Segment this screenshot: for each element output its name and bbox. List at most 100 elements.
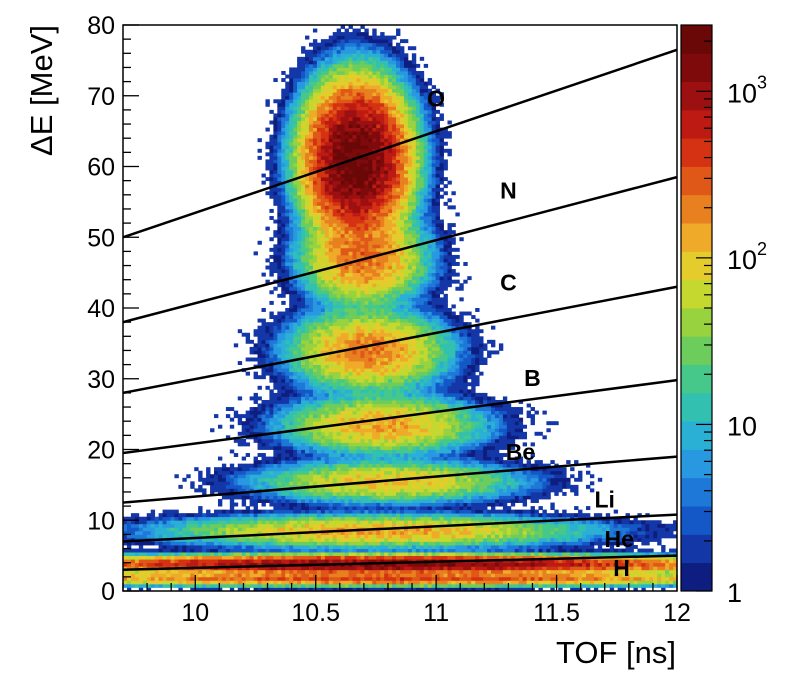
heatmap-cell xyxy=(281,545,286,549)
heatmap-cell xyxy=(194,552,199,557)
heatmap-cell xyxy=(364,467,369,472)
heatmap-cell xyxy=(281,95,286,100)
heatmap-cell xyxy=(312,350,318,355)
heatmap-cell xyxy=(174,527,179,532)
heatmap-cell xyxy=(344,442,349,447)
heatmap-cell xyxy=(340,438,345,443)
heatmap-cell xyxy=(297,67,302,72)
heatmap-cell xyxy=(364,537,369,542)
heatmap-cell xyxy=(277,506,282,511)
heatmap-cell xyxy=(277,555,282,560)
heatmap-cell xyxy=(340,368,345,373)
heatmap-cell xyxy=(138,516,144,521)
heatmap-cell xyxy=(305,460,310,465)
heatmap-cell xyxy=(312,148,318,153)
heatmap-cell xyxy=(336,361,342,365)
heatmap-cell xyxy=(320,481,326,486)
heatmap-cell xyxy=(297,516,302,521)
heatmap-cell xyxy=(316,368,322,373)
heatmap-cell xyxy=(340,583,345,588)
heatmap-cell xyxy=(352,254,357,259)
heatmap-cell xyxy=(301,477,306,482)
heatmap-cell xyxy=(206,470,211,475)
heatmap-cell xyxy=(166,559,171,564)
heatmap-cell xyxy=(277,322,282,327)
heatmap-cell xyxy=(297,226,302,231)
heatmap-cell xyxy=(336,537,342,542)
heatmap-cell xyxy=(123,520,128,525)
heatmap-cell xyxy=(312,322,318,327)
heatmap-cell xyxy=(269,467,274,472)
heatmap-cell xyxy=(297,573,302,578)
heatmap-cell xyxy=(170,534,175,539)
heatmap-cell xyxy=(277,414,282,419)
heatmap-cell xyxy=(194,527,199,532)
heatmap-cell xyxy=(328,421,334,426)
heatmap-cell xyxy=(305,389,310,394)
heatmap-cell xyxy=(281,353,286,358)
heatmap-cell xyxy=(320,102,326,107)
heatmap-cell xyxy=(344,513,349,518)
heatmap-cell xyxy=(245,573,251,578)
heatmap-cell xyxy=(344,116,349,121)
heatmap-cell xyxy=(269,389,274,394)
heatmap-cell xyxy=(162,527,167,532)
heatmap-cell xyxy=(281,99,286,104)
heatmap-cell xyxy=(261,491,266,496)
heatmap-cell xyxy=(194,580,199,585)
heatmap-cell xyxy=(281,187,286,192)
heatmap-cell xyxy=(297,555,302,560)
heatmap-cell xyxy=(178,545,183,549)
heatmap-cell xyxy=(245,587,251,592)
heatmap-cell xyxy=(332,456,338,461)
heatmap-cell xyxy=(360,109,365,114)
heatmap-cell xyxy=(316,350,322,355)
heatmap-cell xyxy=(320,116,326,121)
heatmap-cell xyxy=(301,60,306,65)
heatmap-cell xyxy=(289,499,294,503)
heatmap-cell xyxy=(150,548,156,553)
heatmap-cell xyxy=(312,442,318,447)
heatmap-cell xyxy=(190,545,195,549)
heatmap-cell xyxy=(360,555,365,560)
heatmap-cell xyxy=(320,325,326,330)
heatmap-cell xyxy=(364,353,369,358)
heatmap-cell xyxy=(324,300,330,305)
heatmap-cell xyxy=(293,113,298,118)
heatmap-cell xyxy=(324,120,330,125)
heatmap-cell xyxy=(297,290,302,295)
heatmap-cell xyxy=(364,315,369,320)
heatmap-cell xyxy=(289,329,294,334)
heatmap-cell xyxy=(320,60,326,65)
heatmap-cell xyxy=(269,141,274,146)
heatmap-cell xyxy=(320,42,326,47)
heatmap-cell xyxy=(253,534,258,539)
heatmap-cell xyxy=(344,297,349,302)
heatmap-cell xyxy=(305,184,310,189)
heatmap-cell xyxy=(277,262,282,266)
heatmap-cell xyxy=(285,583,290,588)
heatmap-cell xyxy=(277,392,282,397)
heatmap-cell xyxy=(297,102,302,107)
heatmap-cell xyxy=(265,279,270,284)
heatmap-cell xyxy=(340,325,345,330)
heatmap-cell xyxy=(249,548,254,553)
heatmap-cell xyxy=(360,32,365,37)
heatmap-cell xyxy=(261,516,266,521)
heatmap-cell xyxy=(241,488,247,493)
heatmap-cell xyxy=(336,506,342,511)
heatmap-cell xyxy=(332,428,338,433)
heatmap-cell xyxy=(277,382,282,387)
heatmap-cell xyxy=(206,541,211,546)
heatmap-cell xyxy=(289,95,294,100)
heatmap-cell xyxy=(348,233,353,238)
heatmap-cell xyxy=(308,559,314,564)
heatmap-cell xyxy=(241,573,247,578)
heatmap-cell xyxy=(328,290,334,295)
heatmap-cell xyxy=(221,488,227,493)
heatmap-cell xyxy=(324,109,330,114)
heatmap-cell xyxy=(265,258,270,263)
heatmap-cell xyxy=(312,116,318,121)
heatmap-cell xyxy=(344,545,349,549)
heatmap-cell xyxy=(356,403,361,408)
